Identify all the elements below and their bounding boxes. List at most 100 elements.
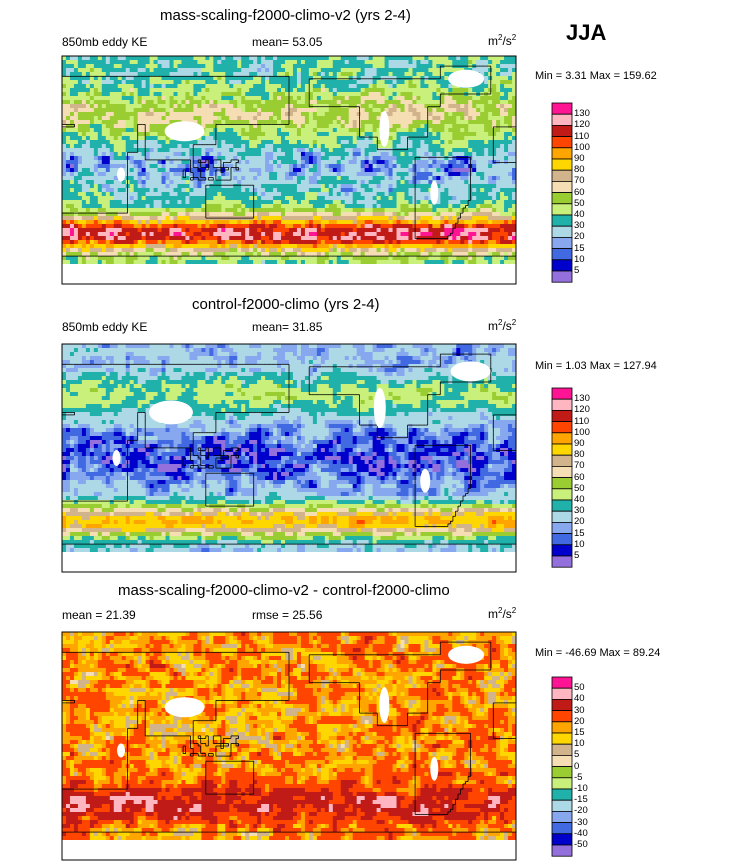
map-frame <box>61 631 517 861</box>
colorbar-box <box>551 169 573 182</box>
colorbar-2 <box>551 387 573 568</box>
colorbar-box <box>551 225 573 238</box>
missing-data-area <box>164 697 205 718</box>
coastlines <box>62 65 516 257</box>
panel1-units: m2/s2 <box>488 33 516 48</box>
missing-data-area <box>148 400 193 425</box>
missing-data-area <box>448 69 485 88</box>
colorbar-3 <box>551 676 573 857</box>
colorbar-box <box>551 499 573 512</box>
panel2-units: m2/s2 <box>488 318 516 333</box>
panel2-mean: mean= 31.85 <box>252 320 322 334</box>
colorbar-box <box>551 214 573 227</box>
colorbar-box <box>551 270 573 283</box>
colorbar-box <box>551 203 573 216</box>
colorbar-label: 110 <box>574 131 589 142</box>
colorbar-label: 30 <box>574 705 585 716</box>
colorbar-label: 5 <box>574 749 579 760</box>
colorbar-box <box>551 522 573 535</box>
colorbar-box <box>551 833 573 846</box>
colorbar-box <box>551 477 573 490</box>
colorbar-box <box>551 488 573 501</box>
panel2-left-label: 850mb eddy KE <box>62 320 147 334</box>
colorbar-box <box>551 743 573 756</box>
coastlines <box>62 641 516 833</box>
colorbar-box <box>551 432 573 445</box>
colorbar-box <box>551 799 573 812</box>
colorbar-label: 30 <box>574 220 585 231</box>
colorbar-box <box>551 454 573 467</box>
colorbar-box <box>551 147 573 160</box>
missing-data-area <box>117 167 126 182</box>
missing-data-area <box>430 756 439 781</box>
colorbar-box <box>551 721 573 734</box>
colorbar-box <box>551 710 573 723</box>
panel3-units: m2/s2 <box>488 606 516 621</box>
colorbar-box <box>551 844 573 857</box>
season-label: JJA <box>566 20 606 46</box>
colorbar-box <box>551 544 573 557</box>
colorbar-label: 10 <box>574 539 585 550</box>
colorbar-box <box>551 387 573 400</box>
colorbar-label: 120 <box>574 119 590 130</box>
colorbar-label: 120 <box>574 404 590 415</box>
colorbar-label: -30 <box>574 817 588 828</box>
map-frame <box>61 343 517 573</box>
colorbar-box <box>551 555 573 568</box>
colorbar-label: 60 <box>574 187 585 198</box>
coastlines <box>62 353 516 545</box>
colorbar-box <box>551 421 573 434</box>
missing-data-area <box>379 686 390 723</box>
colorbar-box <box>551 676 573 689</box>
colorbar-label: -20 <box>574 805 588 816</box>
colorbar-label: 50 <box>574 198 585 209</box>
colorbar-label: 60 <box>574 472 585 483</box>
colorbar-label: 100 <box>574 142 590 153</box>
colorbar-box <box>551 732 573 745</box>
colorbar-box <box>551 687 573 700</box>
colorbar-box <box>551 443 573 456</box>
colorbar-label: 130 <box>574 393 590 404</box>
colorbar-label: 10 <box>574 738 585 749</box>
colorbar-label: 50 <box>574 483 585 494</box>
colorbar-box <box>551 192 573 205</box>
colorbar-label: 20 <box>574 516 585 527</box>
colorbar-box <box>551 236 573 249</box>
colorbar-label: -15 <box>574 794 588 805</box>
panel2-title: control-f2000-climo (yrs 2-4) <box>192 296 380 313</box>
colorbar-label: 40 <box>574 494 585 505</box>
colorbar-box <box>551 125 573 138</box>
colorbar-label: 10 <box>574 254 585 265</box>
colorbar-box <box>551 510 573 523</box>
colorbar-label: 90 <box>574 153 585 164</box>
colorbar-box <box>551 136 573 149</box>
colorbar-label: 80 <box>574 449 585 460</box>
missing-data-area <box>420 468 431 493</box>
missing-data-area <box>450 361 491 382</box>
panel3-rmse: rmse = 25.56 <box>252 608 322 622</box>
colorbar-label: 80 <box>574 164 585 175</box>
colorbar-label: 5 <box>574 265 579 276</box>
missing-data-area <box>448 645 485 664</box>
colorbar-label: 15 <box>574 528 585 539</box>
map-panel-1 <box>61 55 517 285</box>
missing-data-area <box>379 110 390 147</box>
colorbar-label: 70 <box>574 460 585 471</box>
colorbar-box <box>551 259 573 272</box>
map-frame <box>61 55 517 285</box>
colorbar-label: 5 <box>574 550 579 561</box>
map-panel-3 <box>61 631 517 861</box>
colorbar-1 <box>551 102 573 283</box>
colorbar-label: -10 <box>574 783 588 794</box>
colorbar-label: 15 <box>574 243 585 254</box>
colorbar-box <box>551 465 573 478</box>
map-panel-2 <box>61 343 517 573</box>
colorbar-box <box>551 158 573 171</box>
colorbar-label: -5 <box>574 772 582 783</box>
colorbar-label: -40 <box>574 828 588 839</box>
panel1-title: mass-scaling-f2000-climo-v2 (yrs 2-4) <box>160 7 411 24</box>
colorbar-label: 30 <box>574 505 585 516</box>
panel3-title: mass-scaling-f2000-climo-v2 - control-f2… <box>118 582 450 599</box>
panel1-left-label: 850mb eddy KE <box>62 35 147 49</box>
